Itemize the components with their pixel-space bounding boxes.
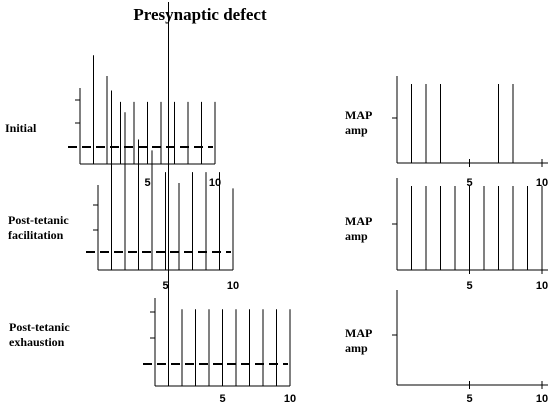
x-tick-label: 10 [284,393,296,405]
x-tick-label: 5 [466,393,472,405]
row-label-line: Initial [5,121,37,135]
map-label-line: amp [345,341,368,355]
map-label-line: amp [345,229,368,243]
x-tick-label: 10 [536,177,548,189]
x-tick-label: 10 [536,280,548,292]
x-tick-label: 5 [466,280,472,292]
x-tick-label: 5 [466,177,472,189]
map-label-facilitation: MAP amp [345,214,372,244]
x-tick-label: 5 [219,393,225,405]
x-tick-label: 5 [144,177,150,189]
row-label-line: facilitation [8,228,64,242]
row-label-initial: Initial [5,121,36,136]
row-label-exhaustion: Post-tetanic exhaustion [9,320,70,350]
x-tick-label: 5 [162,280,168,292]
map-label-line: amp [345,123,368,137]
map-label-line: MAP [345,214,373,228]
map-label-line: MAP [345,326,373,340]
x-tick-label: 10 [227,280,239,292]
page-title: Presynaptic defect [133,5,267,24]
x-tick-label: 10 [536,393,548,405]
row-label-line: Post-tetanic [8,213,69,227]
row-label-line: Post-tetanic [9,320,70,334]
row-label-line: exhaustion [9,335,65,349]
x-tick-label: 10 [209,177,221,189]
map-label-initial: MAP amp [345,108,372,138]
row-label-facilitation: Post-tetanic facilitation [8,213,69,243]
map-label-line: MAP [345,108,373,122]
map-label-exhaustion: MAP amp [345,326,372,356]
